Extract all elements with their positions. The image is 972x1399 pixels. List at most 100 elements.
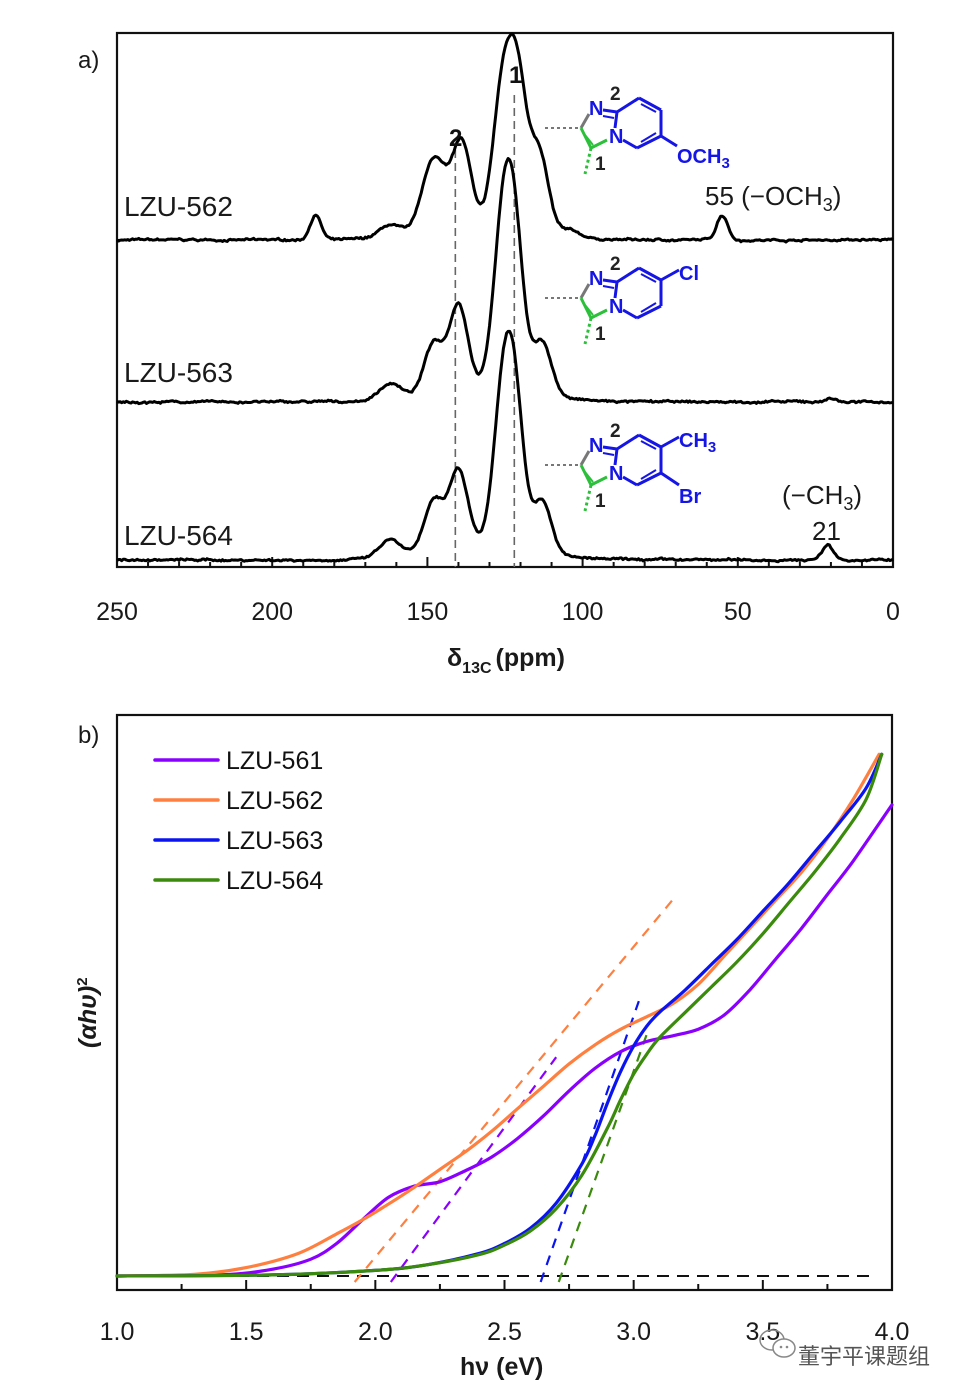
bond [640, 103, 657, 113]
annotation-ch3-end: ) [853, 480, 862, 510]
panel-b-x-tick-labels: 1.0 1.5 2.0 2.5 3.0 3.5 4.0 [100, 1318, 910, 1346]
legend: LZU-561 LZU-562 LZU-563 LZU-564 [153, 747, 323, 895]
bond [602, 445, 618, 451]
wechat-icon [759, 1329, 796, 1358]
position-2: 2 [610, 254, 621, 275]
bond [590, 308, 608, 320]
bond [616, 96, 640, 114]
atom-n: N [589, 98, 603, 120]
bond [636, 471, 662, 487]
annotation-21: 21 [812, 516, 841, 546]
panel-b-x-ticks [116, 1280, 893, 1290]
panel-b-y-axis-title: (αhυ)2 [74, 977, 102, 1048]
panel-b-x-axis-title: hν (eV) [460, 1353, 543, 1381]
bond [640, 440, 657, 450]
bond [640, 273, 657, 283]
panel-a-nmr: a) 250 200 150 100 50 0 δ13C (ppm) LZU-562 LZU… [78, 31, 900, 677]
panel-a-x-ticks [116, 557, 894, 567]
x-tick-label: 1.5 [229, 1318, 264, 1346]
bond [613, 111, 619, 129]
bond [660, 435, 680, 449]
curve-lzu-564 [115, 752, 884, 1278]
x-axis-title-unit: (ppm) [496, 644, 565, 672]
x-tick-label: 150 [407, 598, 449, 626]
bond [640, 469, 657, 480]
x-tick-label: 1.0 [100, 1318, 135, 1346]
atom-n: N [589, 268, 603, 290]
x-tick-label: 100 [562, 598, 604, 626]
legend-label: LZU-561 [226, 747, 323, 775]
atom-n: N [609, 296, 623, 318]
legend-item-lzu-561: LZU-561 [153, 747, 323, 775]
panel-a-frame [115, 31, 895, 569]
bond [590, 138, 608, 150]
bond [613, 281, 619, 299]
bond [602, 278, 618, 284]
bond [640, 132, 657, 143]
panel-b-curves [115, 752, 894, 1278]
annotation-och3-sub: 3 [823, 195, 833, 215]
y-axis-title-sup: 2 [74, 977, 91, 985]
bond [579, 283, 591, 299]
bond [638, 266, 662, 282]
bond [638, 96, 662, 112]
annotation-ch3-main: (−CH [782, 480, 843, 510]
position-1: 1 [595, 324, 606, 345]
bond [616, 433, 640, 451]
y-axis-title-main: (αhυ) [74, 986, 102, 1048]
x-tick-label: 3.5 [745, 1318, 780, 1346]
atom-n: N [589, 435, 603, 457]
atom-n: N [609, 126, 623, 148]
bond [579, 113, 591, 129]
panel-a-x-axis-title: δ13C (ppm) [447, 644, 565, 677]
substituent-och3: OCH3 [677, 146, 730, 172]
bond [579, 464, 593, 486]
tangent-lzu-561 [389, 1056, 558, 1283]
bond [622, 308, 638, 320]
x-tick-label: 200 [251, 598, 293, 626]
bond [660, 268, 680, 282]
watermark: 董宇平课题组 [759, 1329, 930, 1370]
position-2: 2 [610, 421, 621, 442]
legend-item-lzu-563: LZU-563 [153, 827, 323, 855]
legend-item-lzu-564: LZU-564 [153, 867, 323, 895]
annotation-ch3-sub: 3 [843, 494, 853, 514]
bond [583, 147, 593, 175]
bond [583, 317, 593, 345]
position-1: 1 [595, 491, 606, 512]
legend-item-lzu-562: LZU-562 [153, 787, 323, 815]
x-tick-label: 2.5 [487, 1318, 522, 1346]
bond [638, 433, 662, 449]
bond [584, 471, 594, 483]
bond [602, 108, 618, 114]
substituent-ch3: CH3 [679, 430, 716, 456]
bond [636, 304, 662, 320]
bond [590, 475, 608, 487]
panel-a-spectra [116, 32, 894, 564]
bond [602, 285, 615, 289]
bond [602, 115, 615, 119]
panel-b-label: b) [78, 722, 99, 749]
bond [584, 304, 594, 316]
annotation-ch3: (−CH3) [782, 480, 862, 514]
x-tick-label: 4.0 [875, 1318, 910, 1346]
legend-label: LZU-562 [226, 787, 323, 815]
panel-a-x-tick-labels: 250 200 150 100 50 0 [96, 598, 900, 626]
annotation-och3: 55 (−OCH3) [705, 181, 841, 215]
position-1: 1 [595, 154, 606, 175]
bond [579, 450, 591, 466]
x-tick-label: 2.0 [358, 1318, 393, 1346]
watermark-text: 董宇平课题组 [798, 1345, 930, 1370]
bond [622, 475, 638, 487]
curve-lzu-562 [115, 752, 881, 1278]
x-tick-label: 3.0 [616, 1318, 651, 1346]
x-tick-label: 0 [886, 598, 900, 626]
curve-lzu-561 [115, 803, 894, 1278]
panel-b-tauc: b) 1.0 1.5 2.0 2.5 3.0 3.5 4.0 LZU-561LZU-562L… [74, 713, 910, 1381]
series-label-lzu-564: LZU-564 [124, 520, 233, 551]
position-2: 2 [610, 84, 621, 105]
annotation-och3-end: ) [833, 181, 842, 211]
